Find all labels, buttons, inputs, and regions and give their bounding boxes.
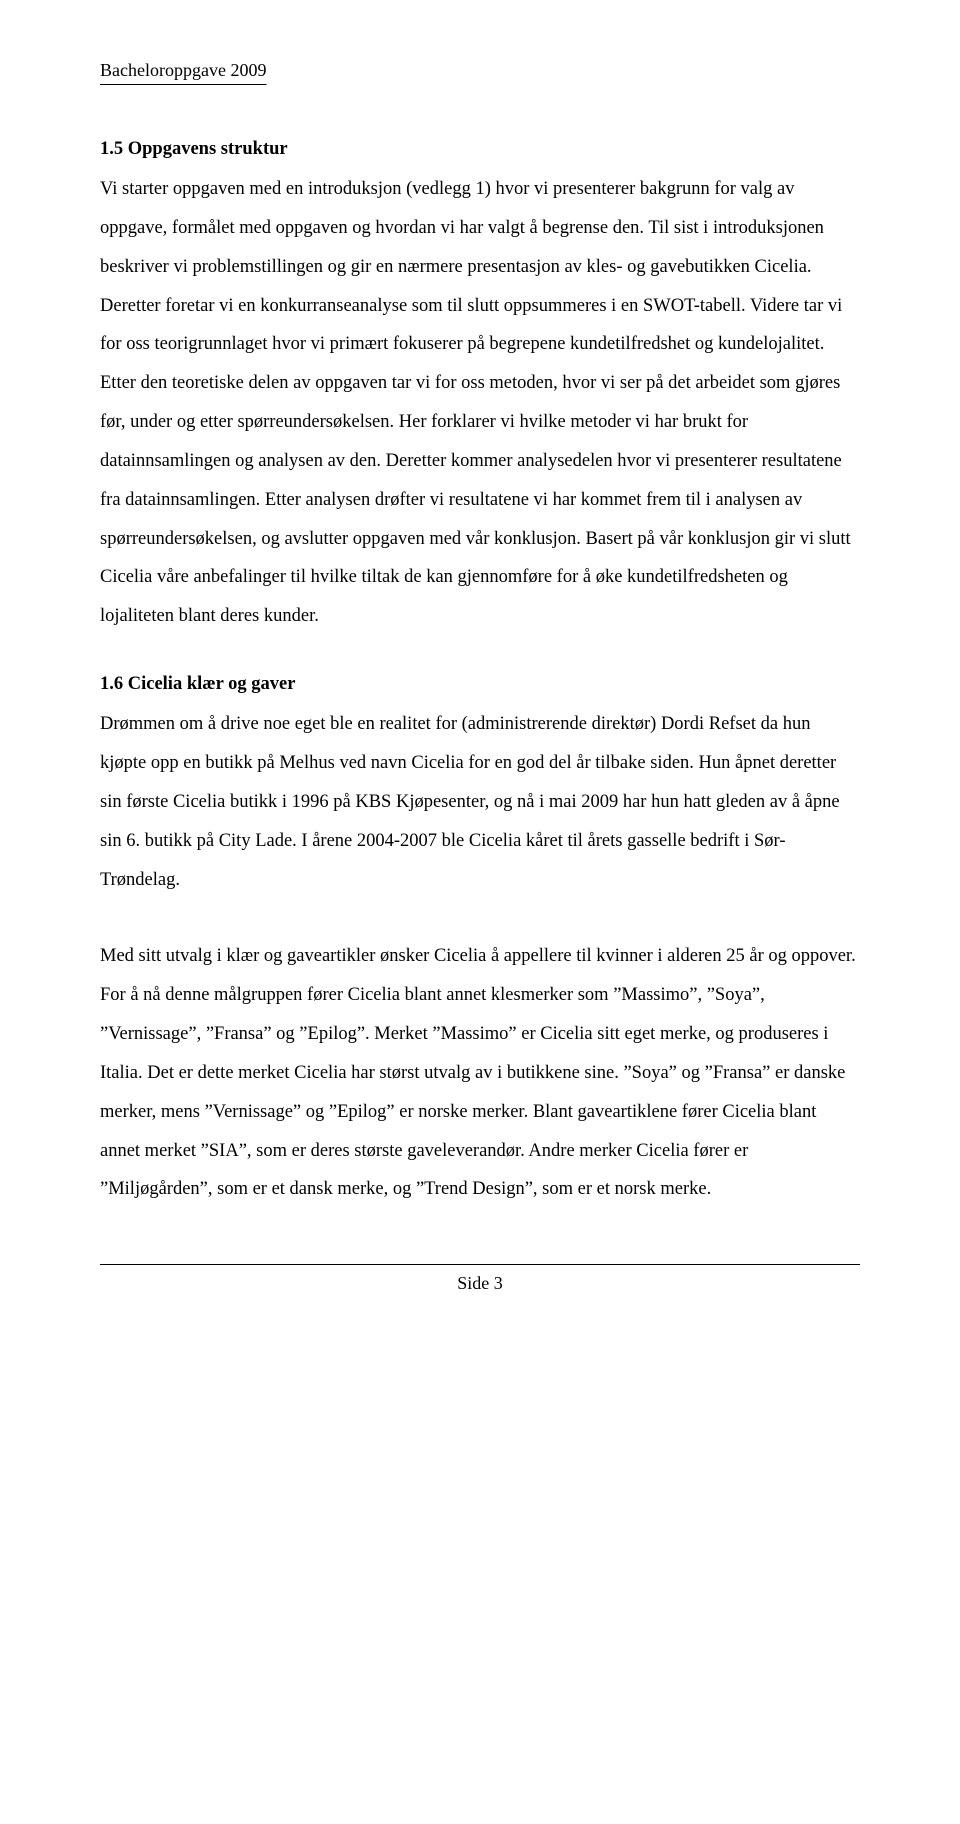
section-1-heading: 1.5 Oppgavens struktur	[100, 139, 860, 160]
section-2-heading: 1.6 Cicelia klær og gaver	[100, 674, 860, 695]
header-spacer	[100, 89, 860, 139]
section-2-body-para-1: Drømmen om å drive noe eget ble en reali…	[100, 705, 860, 899]
section-2-body-para-2: Med sitt utvalg i klær og gaveartikler ø…	[100, 937, 860, 1209]
page-number: Side 3	[100, 1273, 860, 1294]
section-1-body: Vi starter oppgaven med en introduksjon …	[100, 170, 860, 636]
page-header-title: Bacheloroppgave 2009	[100, 60, 860, 81]
footer-rule	[100, 1264, 860, 1265]
